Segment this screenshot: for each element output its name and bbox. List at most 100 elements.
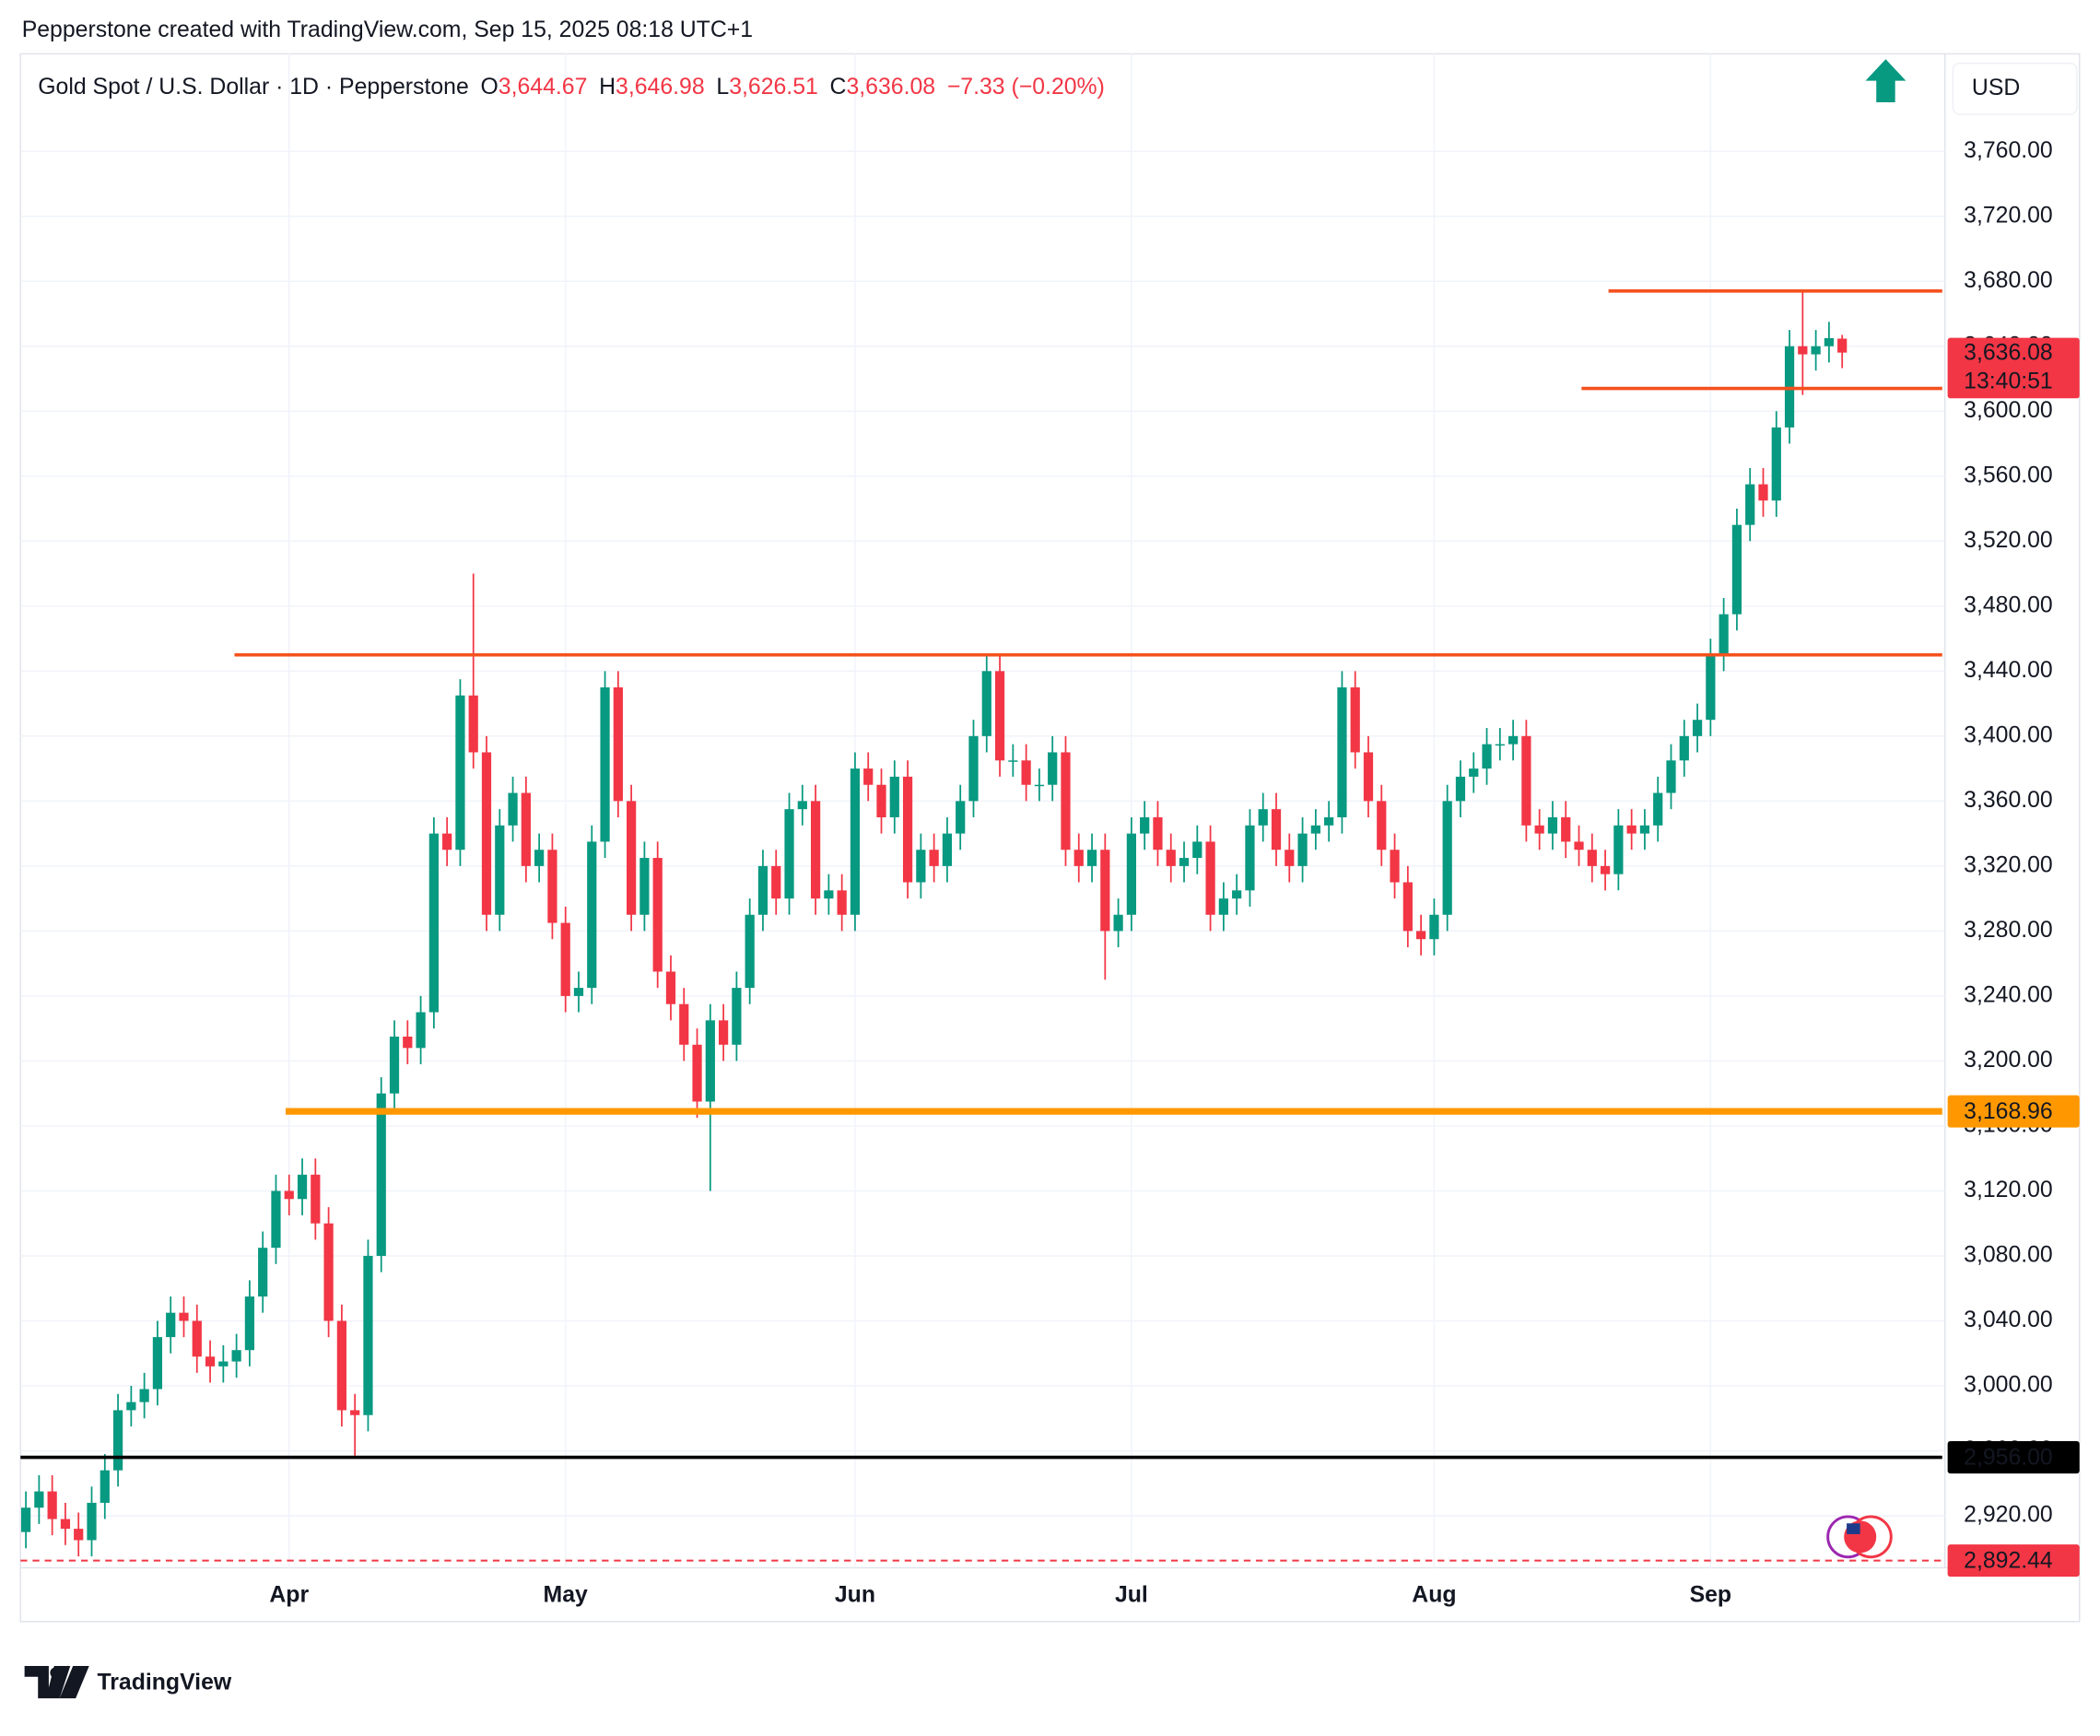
- candle-body: [1192, 841, 1203, 859]
- price-label-box: [1947, 1544, 2080, 1578]
- candle-body: [560, 922, 570, 996]
- y-tick-label: 2,920.00: [1964, 1503, 2053, 1528]
- candle-body: [850, 768, 861, 915]
- candle-body: [403, 1036, 413, 1049]
- candle-body: [60, 1519, 71, 1530]
- y-tick-label: 3,680.00: [1964, 268, 2053, 293]
- currency-button[interactable]: [1952, 62, 2078, 115]
- candle-body: [1758, 484, 1768, 501]
- attribution: Pepperstone created with TradingView.com…: [22, 18, 753, 42]
- candle-body: [876, 784, 886, 817]
- candle-body: [1245, 825, 1255, 891]
- candle-body: [323, 1223, 334, 1321]
- candle-body: [1706, 654, 1716, 721]
- flag-icon: [1826, 1515, 1893, 1559]
- candle-body: [1324, 816, 1334, 826]
- candle-body: [350, 1410, 360, 1415]
- x-tick-label: Jul: [1115, 1583, 1148, 1608]
- candle-body: [981, 671, 991, 736]
- logo-text: TradingView: [97, 1671, 231, 1695]
- y-tick-label: 3,280.00: [1964, 918, 2053, 943]
- price-label: 3,168.96: [1964, 1099, 2053, 1124]
- candle-body: [1534, 825, 1544, 834]
- candle-body: [627, 801, 637, 915]
- y-tick-label: 3,360.00: [1964, 788, 2053, 813]
- legend-key: O: [480, 74, 498, 99]
- x-tick-label: Aug: [1412, 1583, 1456, 1608]
- candle-body: [1600, 865, 1611, 874]
- candle-body: [1126, 833, 1136, 915]
- candle-body: [508, 792, 518, 826]
- candle-body: [1666, 760, 1676, 793]
- x-tick-label: May: [544, 1583, 588, 1608]
- candle-body: [837, 890, 847, 915]
- price-label: 2,892.44: [1964, 1549, 2053, 1574]
- candle-body: [732, 988, 742, 1045]
- candle-body: [126, 1402, 136, 1411]
- candle-body: [1837, 338, 1848, 353]
- candle-body: [416, 1012, 426, 1049]
- y-tick-label: 3,400.00: [1964, 722, 2053, 747]
- candle-body: [1100, 850, 1110, 932]
- candle-body: [902, 776, 913, 883]
- legend-value: 3,644.67: [499, 74, 588, 99]
- plot: [20, 288, 1942, 1562]
- currency[interactable]: USD: [1972, 76, 2020, 100]
- candle-body: [797, 801, 807, 810]
- candle-body: [389, 1036, 400, 1094]
- legend-key: H: [599, 74, 616, 99]
- candle-body: [863, 768, 874, 785]
- candle-body: [1363, 752, 1374, 802]
- legend-value: 3,636.08: [846, 74, 935, 99]
- candle-body: [1310, 825, 1320, 834]
- candle-body: [1719, 614, 1729, 655]
- candle-body: [968, 735, 979, 802]
- candle-body: [20, 1507, 31, 1532]
- candle-body: [1442, 801, 1452, 915]
- candle-body: [534, 850, 545, 866]
- candle-body: [1113, 914, 1123, 932]
- candle-body: [336, 1320, 346, 1411]
- candle-body: [889, 776, 899, 817]
- candle-body: [1613, 825, 1624, 874]
- candle-body: [956, 801, 966, 834]
- candle-body: [705, 1020, 715, 1102]
- candle-body: [244, 1296, 255, 1351]
- candle-body: [100, 1470, 110, 1503]
- candle-body: [1745, 484, 1755, 525]
- candle-body: [1811, 346, 1821, 355]
- candle-body: [218, 1361, 229, 1367]
- x-tick-label: Apr: [269, 1583, 309, 1608]
- candle-body: [1377, 801, 1387, 850]
- candle-body: [718, 1020, 729, 1045]
- candle-body: [284, 1191, 294, 1200]
- candle-body: [166, 1312, 176, 1338]
- candle-body: [74, 1529, 84, 1541]
- candle-body: [573, 988, 584, 996]
- candle-body: [1297, 833, 1308, 866]
- candle-body: [112, 1410, 123, 1471]
- candle-body: [745, 914, 755, 989]
- candle-body: [1416, 931, 1426, 940]
- candle-body: [1824, 337, 1835, 346]
- candle-body: [297, 1174, 308, 1200]
- candle-body: [757, 865, 768, 915]
- candle-body: [428, 833, 439, 1013]
- candle-body: [916, 850, 926, 883]
- candle-body: [1140, 816, 1150, 834]
- candle-body: [1258, 809, 1268, 826]
- candle-body: [1073, 850, 1084, 866]
- candle-body: [1350, 686, 1360, 753]
- axes: 2,920.002,960.003,000.003,040.003,080.00…: [269, 138, 2080, 1608]
- candle-body: [34, 1491, 44, 1508]
- candle-body: [271, 1191, 281, 1249]
- candle-body: [1232, 890, 1242, 899]
- legend-value: 3,646.98: [616, 74, 705, 99]
- y-tick-label: 3,120.00: [1964, 1178, 2053, 1202]
- candle-body: [1771, 427, 1781, 501]
- candle-body: [1034, 784, 1045, 787]
- candle-body: [139, 1389, 149, 1402]
- candle-body: [1547, 816, 1558, 834]
- legend: Gold Spot / U.S. Dollar · 1D · Peppersto…: [38, 74, 1105, 99]
